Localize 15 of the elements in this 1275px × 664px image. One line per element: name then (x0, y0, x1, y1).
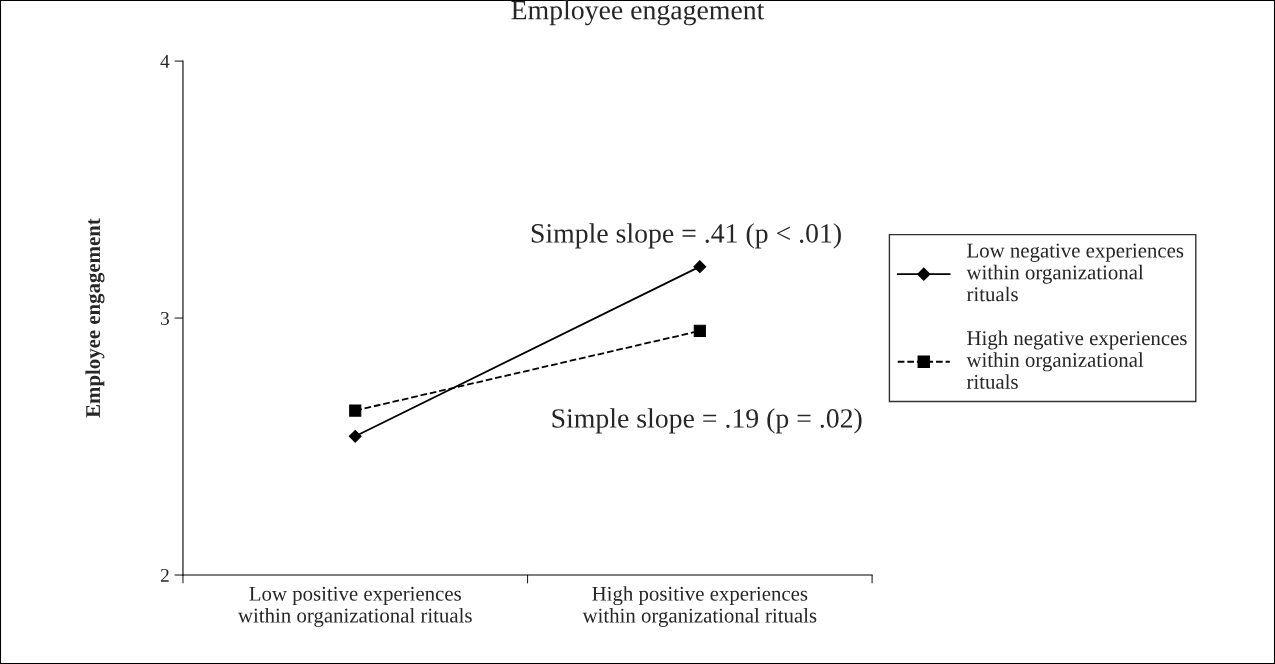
y-tick-label: 2 (160, 568, 169, 582)
y-axis-title: Employee engagement (85, 218, 105, 418)
x-tick-label: High positive experiences within organizational rituals (582, 586, 817, 627)
annotation: Simple slope = .19 (p = .02) (552, 408, 862, 434)
point (693, 260, 707, 274)
point (349, 404, 362, 417)
legend-label: High negative experiences within organizational rituals (966, 330, 1187, 389)
annotation: Simple slope = .41 (p < .01) (531, 223, 841, 249)
legend-label: Low negative experiences within organizational rituals (966, 243, 1184, 302)
y-tick-label: 4 (160, 55, 170, 68)
x-tick-label: Low positive experiences within organizational rituals (238, 586, 472, 627)
point (348, 429, 362, 443)
chart-title: Employee engagement (511, 0, 765, 26)
point (693, 324, 706, 337)
y-tick-label: 3 (160, 311, 170, 325)
